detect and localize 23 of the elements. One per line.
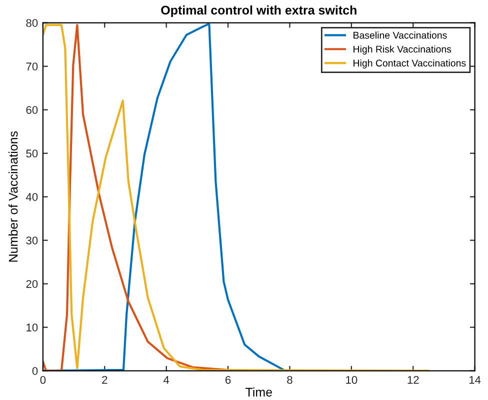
y-tick-label: 60 [26,106,38,114]
x-tick-label: 4 [164,376,170,384]
y-tick-label: 80 [26,19,38,27]
legend-label: High Risk Vaccinations [354,45,452,55]
y-tick-label: 40 [26,193,38,201]
legend-label: Baseline Vaccinations [354,32,447,39]
x-tick-label: 12 [408,376,419,384]
y-tick-label: 30 [26,236,38,244]
y-axis-title: Number of Vaccinations [8,131,18,262]
x-tick-label: 2 [102,376,108,384]
chart-title: Optimal control with extra switch [161,5,356,18]
x-tick-label: 6 [226,376,231,384]
y-tick-label: 0 [32,367,38,375]
y-tick-label: 70 [26,62,38,70]
x-axis-title: Time [246,387,272,397]
x-tick-label: 10 [346,376,358,384]
y-tick-label: 10 [26,324,38,332]
x-tick-label: 8 [287,376,292,384]
y-tick-label: 20 [26,280,38,288]
x-tick-label: 0 [40,376,46,384]
y-tick-label: 50 [26,150,38,158]
x-tick-label: 14 [469,376,481,384]
legend-label: High Contact Vaccinations [354,59,466,68]
